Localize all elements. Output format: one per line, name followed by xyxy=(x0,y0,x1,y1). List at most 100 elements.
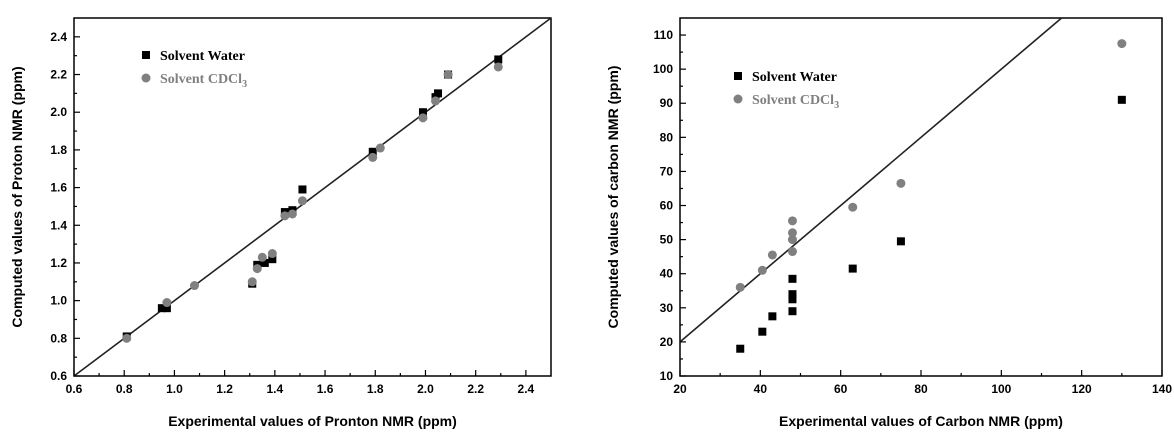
x-tick-label: 0.6 xyxy=(66,382,83,396)
data-point-circle xyxy=(787,235,797,245)
legend: Solvent Water Solvent CDCl3 xyxy=(733,70,839,111)
x-tick-label: 2.2 xyxy=(467,382,484,396)
legend-marker-circle xyxy=(141,73,151,83)
data-point-circle xyxy=(375,143,385,153)
data-point-circle xyxy=(287,209,297,219)
legend-label: Solvent Water xyxy=(160,49,245,64)
y-tick-label: 1.8 xyxy=(50,143,67,157)
data-point-square xyxy=(494,55,503,64)
y-tick-label: 1.2 xyxy=(50,256,67,270)
data-point-square xyxy=(788,274,797,283)
data-point-circle xyxy=(1117,39,1127,49)
data-point-square xyxy=(788,290,797,299)
legend-label: Solvent CDCl3 xyxy=(160,72,247,90)
legend: Solvent Water Solvent CDCl3 xyxy=(141,49,247,90)
data-point-circle xyxy=(190,281,200,291)
data-point-circle xyxy=(368,152,378,162)
data-point-square xyxy=(758,327,767,336)
data-point-square xyxy=(848,264,857,273)
y-tick-label: 10 xyxy=(660,369,674,383)
data-point-circle xyxy=(757,265,767,275)
data-point-circle xyxy=(787,228,797,238)
y-tick-label: 2.0 xyxy=(50,105,67,119)
data-point-square xyxy=(260,258,269,267)
data-point-circle xyxy=(280,211,290,221)
data-point-circle xyxy=(267,249,277,259)
data-point-circle xyxy=(252,264,262,274)
x-tick-label: 80 xyxy=(914,382,928,396)
data-point-square xyxy=(788,307,797,316)
data-point-square xyxy=(788,295,797,304)
x-tick-label: 20 xyxy=(673,382,687,396)
data-point-circle xyxy=(787,216,797,226)
data-point-square xyxy=(368,147,377,156)
y-tick-label: 70 xyxy=(660,164,674,178)
y-tick-label: 2.4 xyxy=(50,30,67,44)
x-tick-label: 1.0 xyxy=(166,382,183,396)
data-point-circle xyxy=(493,62,503,72)
data-point-circle xyxy=(443,70,453,80)
data-point-square xyxy=(736,344,745,353)
chart-panel-2: 20 40 60 80 100 120 14010203040506070809010011… xyxy=(605,17,1172,429)
legend-label-text: Solvent Water xyxy=(752,70,837,85)
data-point-square xyxy=(157,304,166,313)
x-axis-title: Experimental values of Carbon NMR (ppm) xyxy=(779,413,1063,429)
data-point-square xyxy=(768,312,777,321)
legend-label: Solvent CDCl3 xyxy=(752,93,839,111)
y-tick-label: 0.6 xyxy=(50,369,67,383)
y-tick-label: 80 xyxy=(660,130,674,144)
y-tick-label: 110 xyxy=(654,28,674,42)
x-tick-label: 1.6 xyxy=(317,382,334,396)
legend-label-subscript: 3 xyxy=(834,100,839,111)
y-tick-label: 0.8 xyxy=(50,331,67,345)
x-tick-label: 0.8 xyxy=(116,382,133,396)
data-point-circle xyxy=(162,298,172,308)
y-tick-label: 20 xyxy=(660,335,674,349)
y-tick-label: 1.0 xyxy=(50,294,67,308)
x-tick-label: 40 xyxy=(754,382,768,396)
legend-label-subscript: 3 xyxy=(242,79,247,90)
x-axis-title: Experimental values of Pronton NMR (ppm) xyxy=(168,413,457,429)
y-axis-title: Computed values of carbon NMR (ppm) xyxy=(605,66,621,329)
data-point-circle xyxy=(896,178,906,188)
data-point-circle xyxy=(418,113,428,123)
legend-label-text: Solvent CDCl xyxy=(752,93,834,108)
data-point-circle xyxy=(848,202,858,212)
data-point-square xyxy=(162,304,171,313)
y-tick-label: 100 xyxy=(653,62,673,76)
x-tick-label: 2.0 xyxy=(417,382,434,396)
y-axis-title: Computed values of Proton NMR (ppm) xyxy=(9,66,25,327)
y-tick-label: 90 xyxy=(660,96,674,110)
data-point-square xyxy=(298,185,307,194)
series-cdcl3 xyxy=(735,39,1127,292)
series-water xyxy=(736,95,1126,353)
data-point-circle xyxy=(767,250,777,260)
plot-frame xyxy=(73,17,552,377)
y-tick-label: 2.2 xyxy=(50,68,67,82)
x-tick-label: 140 xyxy=(1152,382,1172,396)
legend-marker-square xyxy=(734,72,742,80)
series-cdcl3 xyxy=(122,62,503,343)
y-tick-label: 50 xyxy=(660,233,674,247)
y-tick-label: 1.6 xyxy=(50,181,67,195)
x-tick-label: 120 xyxy=(1072,382,1092,396)
x-tick-label: 1.4 xyxy=(266,382,283,396)
chart-panel-1: 0.6 0.8 1.0 1.2 1.4 1.6 1.8 2.0 2.2 2.4 0.6 0.8 1.0 1… xyxy=(9,17,552,429)
y-tick-label: 1.4 xyxy=(50,218,67,232)
x-tick-label: 100 xyxy=(991,382,1011,396)
x-tick-label: 1.8 xyxy=(367,382,384,396)
x-tick-label: 2.4 xyxy=(518,382,535,396)
legend-label-text: Solvent Water xyxy=(160,49,245,64)
data-point-square xyxy=(418,108,427,117)
reference-line xyxy=(679,17,1063,343)
y-tick-label: 30 xyxy=(660,301,674,315)
legend-label: Solvent Water xyxy=(752,70,837,85)
legend-marker-square xyxy=(142,51,150,59)
data-point-square xyxy=(268,255,277,264)
y-tick-label: 40 xyxy=(660,267,674,281)
data-point-square xyxy=(434,89,443,98)
reference-line xyxy=(73,17,552,377)
data-point-circle xyxy=(257,252,267,262)
data-point-circle xyxy=(122,333,132,343)
